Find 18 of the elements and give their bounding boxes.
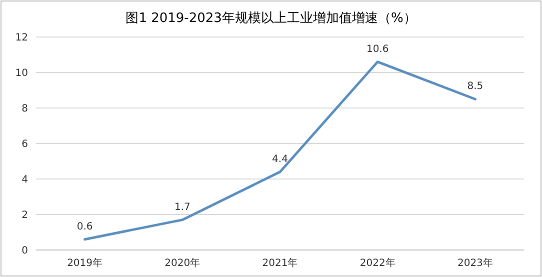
data-label: 10.6 [366, 44, 389, 55]
y-tick-label: 6 [22, 139, 28, 150]
x-tick-label: 2023年 [457, 257, 493, 269]
data-label: 0.6 [76, 221, 93, 232]
y-tick-label: 4 [22, 174, 28, 186]
chart-title: 图1 2019-2023年规模以上工业增加值增速（%） [126, 11, 416, 26]
y-tick-label: 12 [15, 32, 28, 44]
data-label: 8.5 [467, 81, 484, 92]
x-tick-label: 2020年 [164, 257, 200, 269]
data-label: 1.7 [174, 202, 190, 213]
x-tick-label: 2021年 [262, 257, 298, 269]
y-tick-label: 0 [22, 246, 28, 256]
y-tick-label: 10 [15, 68, 28, 79]
x-tick-label: 2022年 [360, 257, 396, 269]
y-tick-label: 8 [22, 104, 28, 114]
x-tick-label: 2019年 [67, 257, 103, 269]
data-label: 4.4 [272, 154, 288, 165]
y-tick-label: 2 [22, 210, 28, 221]
